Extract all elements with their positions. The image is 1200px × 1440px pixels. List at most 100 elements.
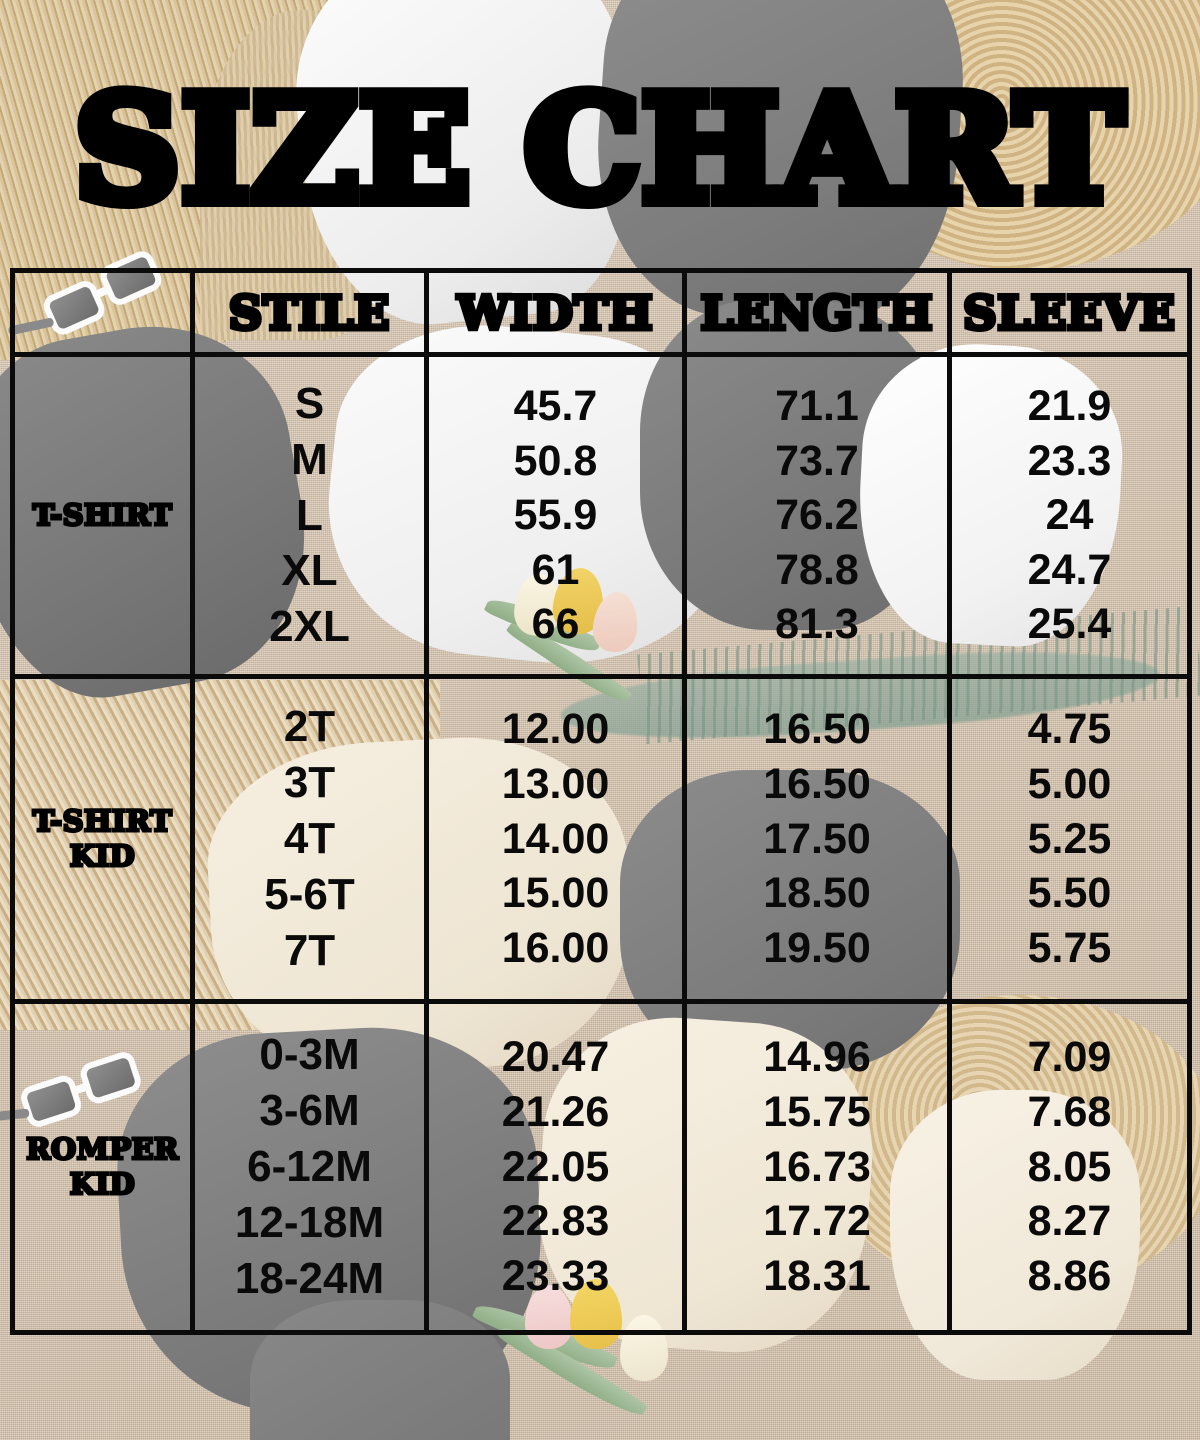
cell-value: 12-18M (234, 1197, 385, 1247)
style-values: 2T 3T 4T 5-6T 7T (195, 679, 424, 999)
header-cell-width: WIDTH (429, 273, 687, 352)
cell-value: 73.7 (775, 436, 859, 485)
sleeve-cell-tshirt-kid: 4.75 5.00 5.25 5.50 5.75 (952, 679, 1187, 999)
cell-value: 12.00 (501, 705, 610, 754)
width-values: 12.00 13.00 14.00 15.00 16.00 (429, 679, 682, 999)
cell-value: 14.96 (763, 1033, 871, 1082)
cell-value: 13.00 (501, 760, 610, 809)
cell-value: 5-6T (264, 869, 355, 919)
cell-value: 16.50 (763, 705, 871, 754)
width-cell-tshirt: 45.7 50.8 55.9 61 66 (429, 357, 687, 674)
cell-value: 50.8 (513, 436, 598, 485)
cell-value: 8.86 (1027, 1251, 1112, 1300)
cell-value: 15.00 (501, 869, 610, 918)
table-header-row: STILE WIDTH LENGTH SLEEVE (15, 273, 1187, 357)
header-cell-category (15, 273, 195, 352)
cell-value: 18.50 (763, 869, 871, 918)
cell-value: 14.00 (501, 814, 610, 863)
length-values: 16.50 16.50 17.50 18.50 19.50 (687, 679, 947, 999)
cell-value: 0-3M (259, 1030, 360, 1080)
cell-value: 81.3 (775, 600, 859, 649)
table-row: T-SHIRT KID 2T 3T 4T 5-6T 7T 12.00 13.00 14.00 1… (15, 679, 1187, 1004)
cell-value: 5.50 (1027, 869, 1112, 918)
cell-value: XL (281, 546, 338, 596)
cell-value: 21.26 (501, 1088, 610, 1137)
category-label: T-SHIRT (31, 496, 173, 533)
cell-value: 61 (531, 545, 580, 594)
cell-value: 5.75 (1027, 923, 1112, 972)
cell-value: 24.7 (1027, 545, 1112, 594)
category-cell-tshirt-kid: T-SHIRT KID (15, 679, 195, 999)
length-cell-tshirt: 71.1 73.7 76.2 78.8 81.3 (687, 357, 952, 674)
header-label-style: STILE (226, 283, 391, 342)
cell-value: 8.27 (1027, 1197, 1112, 1246)
cell-value: 8.05 (1027, 1142, 1112, 1191)
cell-value: 16.73 (763, 1142, 871, 1191)
sleeve-cell-romper-kid: 7.09 7.68 8.05 8.27 8.86 (952, 1004, 1187, 1330)
grey-tshirt-bottom (250, 1300, 510, 1440)
length-values: 14.96 15.75 16.73 17.72 18.31 (687, 1004, 947, 1330)
sleeve-values: 4.75 5.00 5.25 5.50 5.75 (952, 679, 1187, 999)
cell-value: 19.50 (763, 923, 871, 972)
sleeve-cell-tshirt: 21.9 23.3 24 24.7 25.4 (952, 357, 1187, 674)
cell-value: 3T (283, 758, 336, 808)
category-cell-tshirt: T-SHIRT (15, 357, 195, 674)
category-cell-romper-kid: ROMPER KID (15, 1004, 195, 1330)
style-values: 0-3M 3-6M 6-12M 12-18M 18-24M (195, 1004, 424, 1330)
cell-value: 18-24M (234, 1253, 385, 1303)
sleeve-values: 21.9 23.3 24 24.7 25.4 (952, 357, 1187, 674)
style-cell-tshirt-kid: 2T 3T 4T 5-6T 7T (195, 679, 429, 999)
cell-value: M (291, 434, 328, 484)
category-label: T-SHIRT KID (31, 802, 173, 874)
cell-value: 7.68 (1027, 1088, 1112, 1137)
cell-value: 66 (531, 600, 580, 649)
cell-value: 45.7 (513, 381, 598, 430)
cell-value: 4.75 (1027, 705, 1112, 754)
cell-value: 16.00 (501, 923, 610, 972)
cell-value: S (294, 378, 325, 428)
header-label-width: WIDTH (455, 283, 655, 342)
cell-value: 23.3 (1027, 436, 1112, 485)
cell-value: 25.4 (1027, 600, 1112, 649)
width-cell-romper-kid: 20.47 21.26 22.05 22.83 23.33 (429, 1004, 687, 1330)
cell-value: 21.9 (1027, 381, 1112, 430)
header-label-length: LENGTH (698, 283, 934, 342)
cell-value: 6-12M (247, 1142, 372, 1192)
cell-value: 2T (283, 702, 336, 752)
width-cell-tshirt-kid: 12.00 13.00 14.00 15.00 16.00 (429, 679, 687, 999)
cell-value: 20.47 (501, 1033, 610, 1082)
cell-value: 16.50 (763, 760, 871, 809)
width-values: 20.47 21.26 22.05 22.83 23.33 (429, 1004, 682, 1330)
style-cell-romper-kid: 0-3M 3-6M 6-12M 12-18M 18-24M (195, 1004, 429, 1330)
cell-value: 7.09 (1027, 1033, 1112, 1082)
header-cell-length: LENGTH (687, 273, 952, 352)
style-cell-tshirt: S M L XL 2XL (195, 357, 429, 674)
cell-value: 4T (283, 814, 336, 864)
cell-value: 71.1 (775, 381, 859, 430)
cell-value: 18.31 (763, 1251, 871, 1300)
length-cell-romper-kid: 14.96 15.75 16.73 17.72 18.31 (687, 1004, 952, 1330)
cell-value: 78.8 (775, 545, 859, 594)
cell-value: 5.25 (1027, 814, 1112, 863)
cell-value: 17.72 (763, 1197, 871, 1246)
cell-value: 55.9 (513, 491, 598, 540)
table-row: T-SHIRT S M L XL 2XL 45.7 50.8 55.9 61 66 71.1 73… (15, 357, 1187, 679)
tulip-flowers-bottom (470, 1279, 750, 1440)
cell-value: 22.05 (501, 1142, 610, 1191)
cell-value: 23.33 (501, 1251, 610, 1300)
header-cell-sleeve: SLEEVE (952, 273, 1187, 352)
cell-value: 15.75 (763, 1088, 871, 1137)
header-label-sleeve: SLEEVE (961, 283, 1177, 342)
cell-value: 7T (283, 925, 336, 975)
style-values: S M L XL 2XL (195, 357, 424, 674)
header-cell-style: STILE (195, 273, 429, 352)
width-values: 45.7 50.8 55.9 61 66 (429, 357, 682, 674)
page-title: SIZE CHART (68, 64, 1130, 235)
cell-value: 76.2 (775, 491, 859, 540)
sleeve-values: 7.09 7.68 8.05 8.27 8.86 (952, 1004, 1187, 1330)
size-chart-table: STILE WIDTH LENGTH SLEEVE T-SHIRT S M L XL 2… (10, 268, 1192, 1335)
table-row: ROMPER KID 0-3M 3-6M 6-12M 12-18M 18-24M 20.4… (15, 1004, 1187, 1330)
category-label: ROMPER KID (25, 1130, 180, 1202)
